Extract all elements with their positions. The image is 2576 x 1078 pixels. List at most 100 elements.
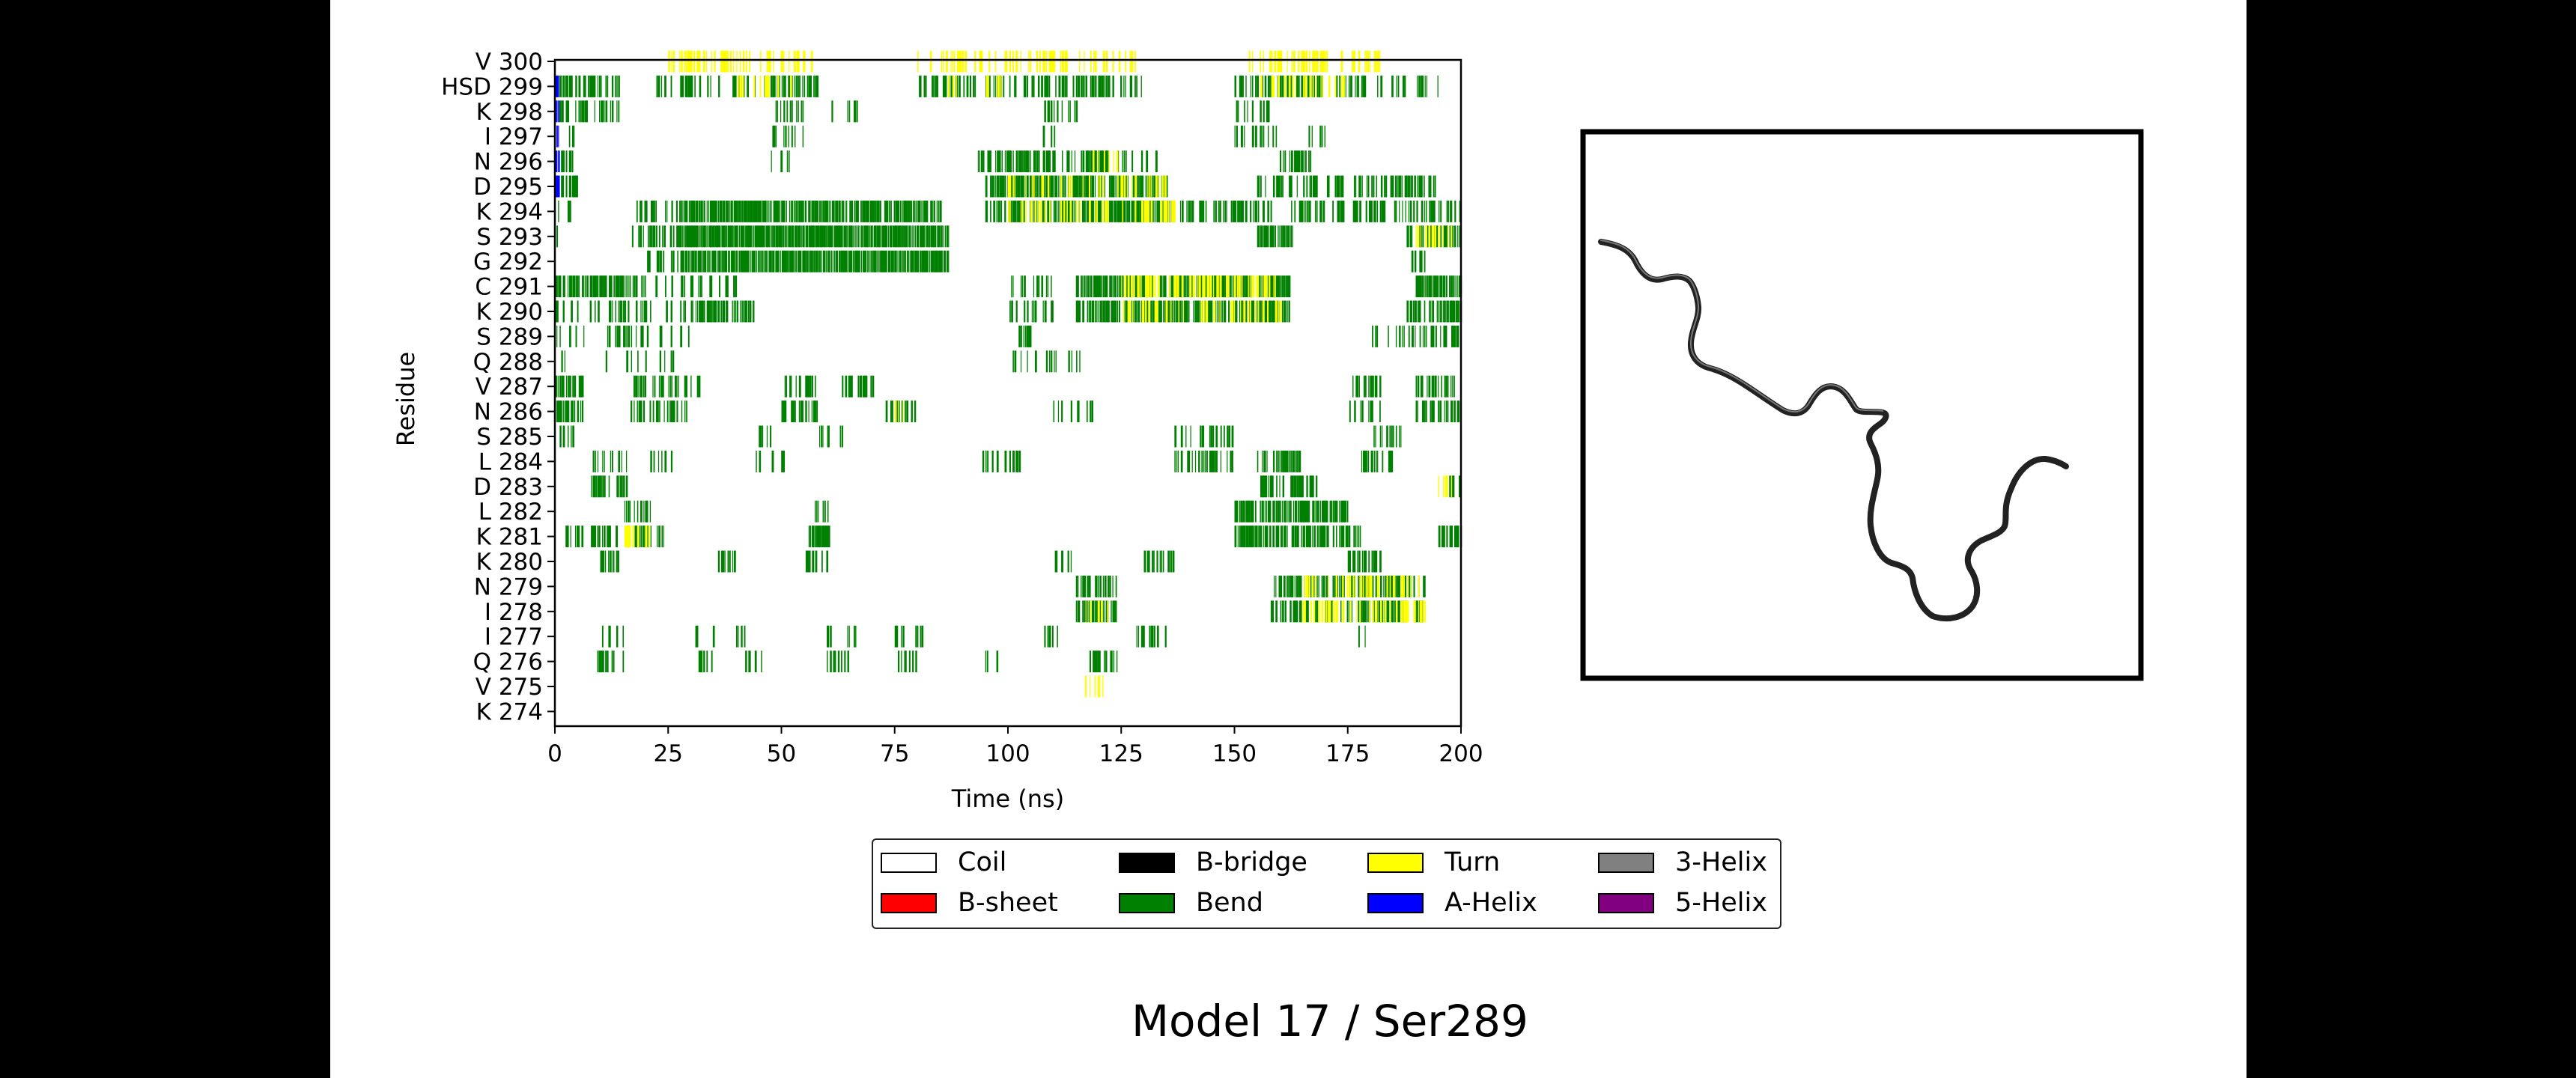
state-mark — [994, 50, 997, 73]
state-mark — [1316, 500, 1319, 523]
state-mark — [720, 300, 723, 323]
state-mark — [1269, 275, 1271, 298]
state-mark — [633, 375, 635, 398]
state-mark — [569, 275, 571, 298]
state-mark — [1423, 575, 1425, 597]
state-mark — [987, 150, 990, 173]
state-mark — [1047, 625, 1049, 648]
state-mark — [1163, 300, 1164, 323]
state-mark — [570, 75, 573, 97]
state-mark — [914, 401, 917, 423]
state-mark — [726, 300, 728, 323]
state-mark — [1047, 150, 1050, 173]
state-mark — [1136, 300, 1137, 323]
state-mark — [887, 200, 889, 222]
state-mark — [1014, 350, 1017, 373]
state-mark — [621, 275, 624, 298]
state-mark — [959, 50, 961, 73]
state-mark — [1315, 50, 1317, 73]
state-mark — [800, 401, 803, 423]
state-mark — [1118, 175, 1120, 198]
state-mark — [626, 275, 628, 298]
state-mark — [835, 200, 837, 222]
state-mark — [1425, 401, 1427, 423]
state-mark — [703, 300, 705, 323]
state-mark — [1441, 526, 1444, 548]
state-mark — [985, 175, 988, 198]
state-mark — [1315, 600, 1317, 623]
state-mark — [1112, 575, 1114, 597]
state-mark — [1394, 200, 1396, 222]
state-mark — [844, 651, 846, 673]
state-mark — [1049, 350, 1051, 373]
state-mark — [1248, 526, 1251, 548]
state-mark — [683, 300, 685, 323]
state-mark — [1340, 50, 1343, 73]
state-mark — [871, 200, 874, 222]
state-mark — [597, 651, 599, 673]
state-mark — [618, 325, 621, 347]
state-mark — [1265, 225, 1267, 248]
state-mark — [1104, 575, 1107, 597]
state-mark — [685, 50, 687, 73]
state-mark — [1265, 275, 1268, 298]
state-mark — [842, 375, 844, 398]
state-mark — [1084, 575, 1087, 597]
state-mark — [827, 250, 830, 272]
state-mark — [1355, 175, 1357, 198]
state-mark — [1048, 625, 1051, 648]
state-mark — [713, 300, 715, 323]
state-mark — [1305, 50, 1308, 73]
state-mark — [637, 401, 638, 423]
state-mark — [643, 300, 646, 323]
state-mark — [594, 75, 596, 97]
state-mark — [791, 375, 792, 398]
state-mark — [1283, 575, 1286, 597]
state-mark — [596, 275, 598, 298]
state-mark — [784, 401, 787, 423]
state-mark — [1275, 275, 1278, 298]
state-mark — [707, 75, 709, 97]
state-mark — [1201, 450, 1203, 472]
state-mark — [1438, 300, 1440, 323]
state-mark — [735, 275, 738, 298]
state-mark — [916, 225, 919, 248]
state-mark — [634, 275, 636, 298]
state-mark — [1282, 500, 1284, 523]
state-mark — [1076, 350, 1078, 373]
state-mark — [848, 250, 851, 272]
state-mark — [909, 200, 911, 222]
state-mark — [1244, 500, 1245, 523]
state-mark — [1099, 75, 1102, 97]
state-mark — [1236, 275, 1239, 298]
state-mark — [1000, 200, 1003, 222]
state-mark — [1386, 575, 1388, 597]
state-mark — [1200, 425, 1201, 448]
state-mark — [1177, 300, 1179, 323]
state-mark — [933, 200, 935, 222]
state-mark — [1405, 600, 1408, 623]
state-mark — [1239, 200, 1241, 222]
state-mark — [1267, 75, 1270, 97]
state-mark — [833, 225, 836, 248]
state-mark — [1295, 575, 1298, 597]
state-mark — [617, 550, 619, 573]
residue-row-l-284 — [592, 450, 1394, 472]
state-mark — [1319, 500, 1322, 523]
state-mark — [711, 225, 714, 248]
state-mark — [1199, 275, 1201, 298]
state-mark — [704, 225, 706, 248]
state-mark — [1175, 275, 1177, 298]
state-mark — [905, 225, 908, 248]
state-mark — [1439, 225, 1441, 248]
state-mark — [1245, 200, 1248, 222]
state-mark — [795, 50, 796, 73]
y-tick-label: K 280 — [476, 549, 543, 576]
state-mark — [1280, 575, 1283, 597]
state-mark — [747, 300, 750, 323]
state-mark — [735, 75, 737, 97]
state-mark — [1053, 401, 1055, 423]
state-mark — [625, 526, 628, 548]
state-mark — [741, 625, 743, 648]
state-mark — [1080, 175, 1082, 198]
